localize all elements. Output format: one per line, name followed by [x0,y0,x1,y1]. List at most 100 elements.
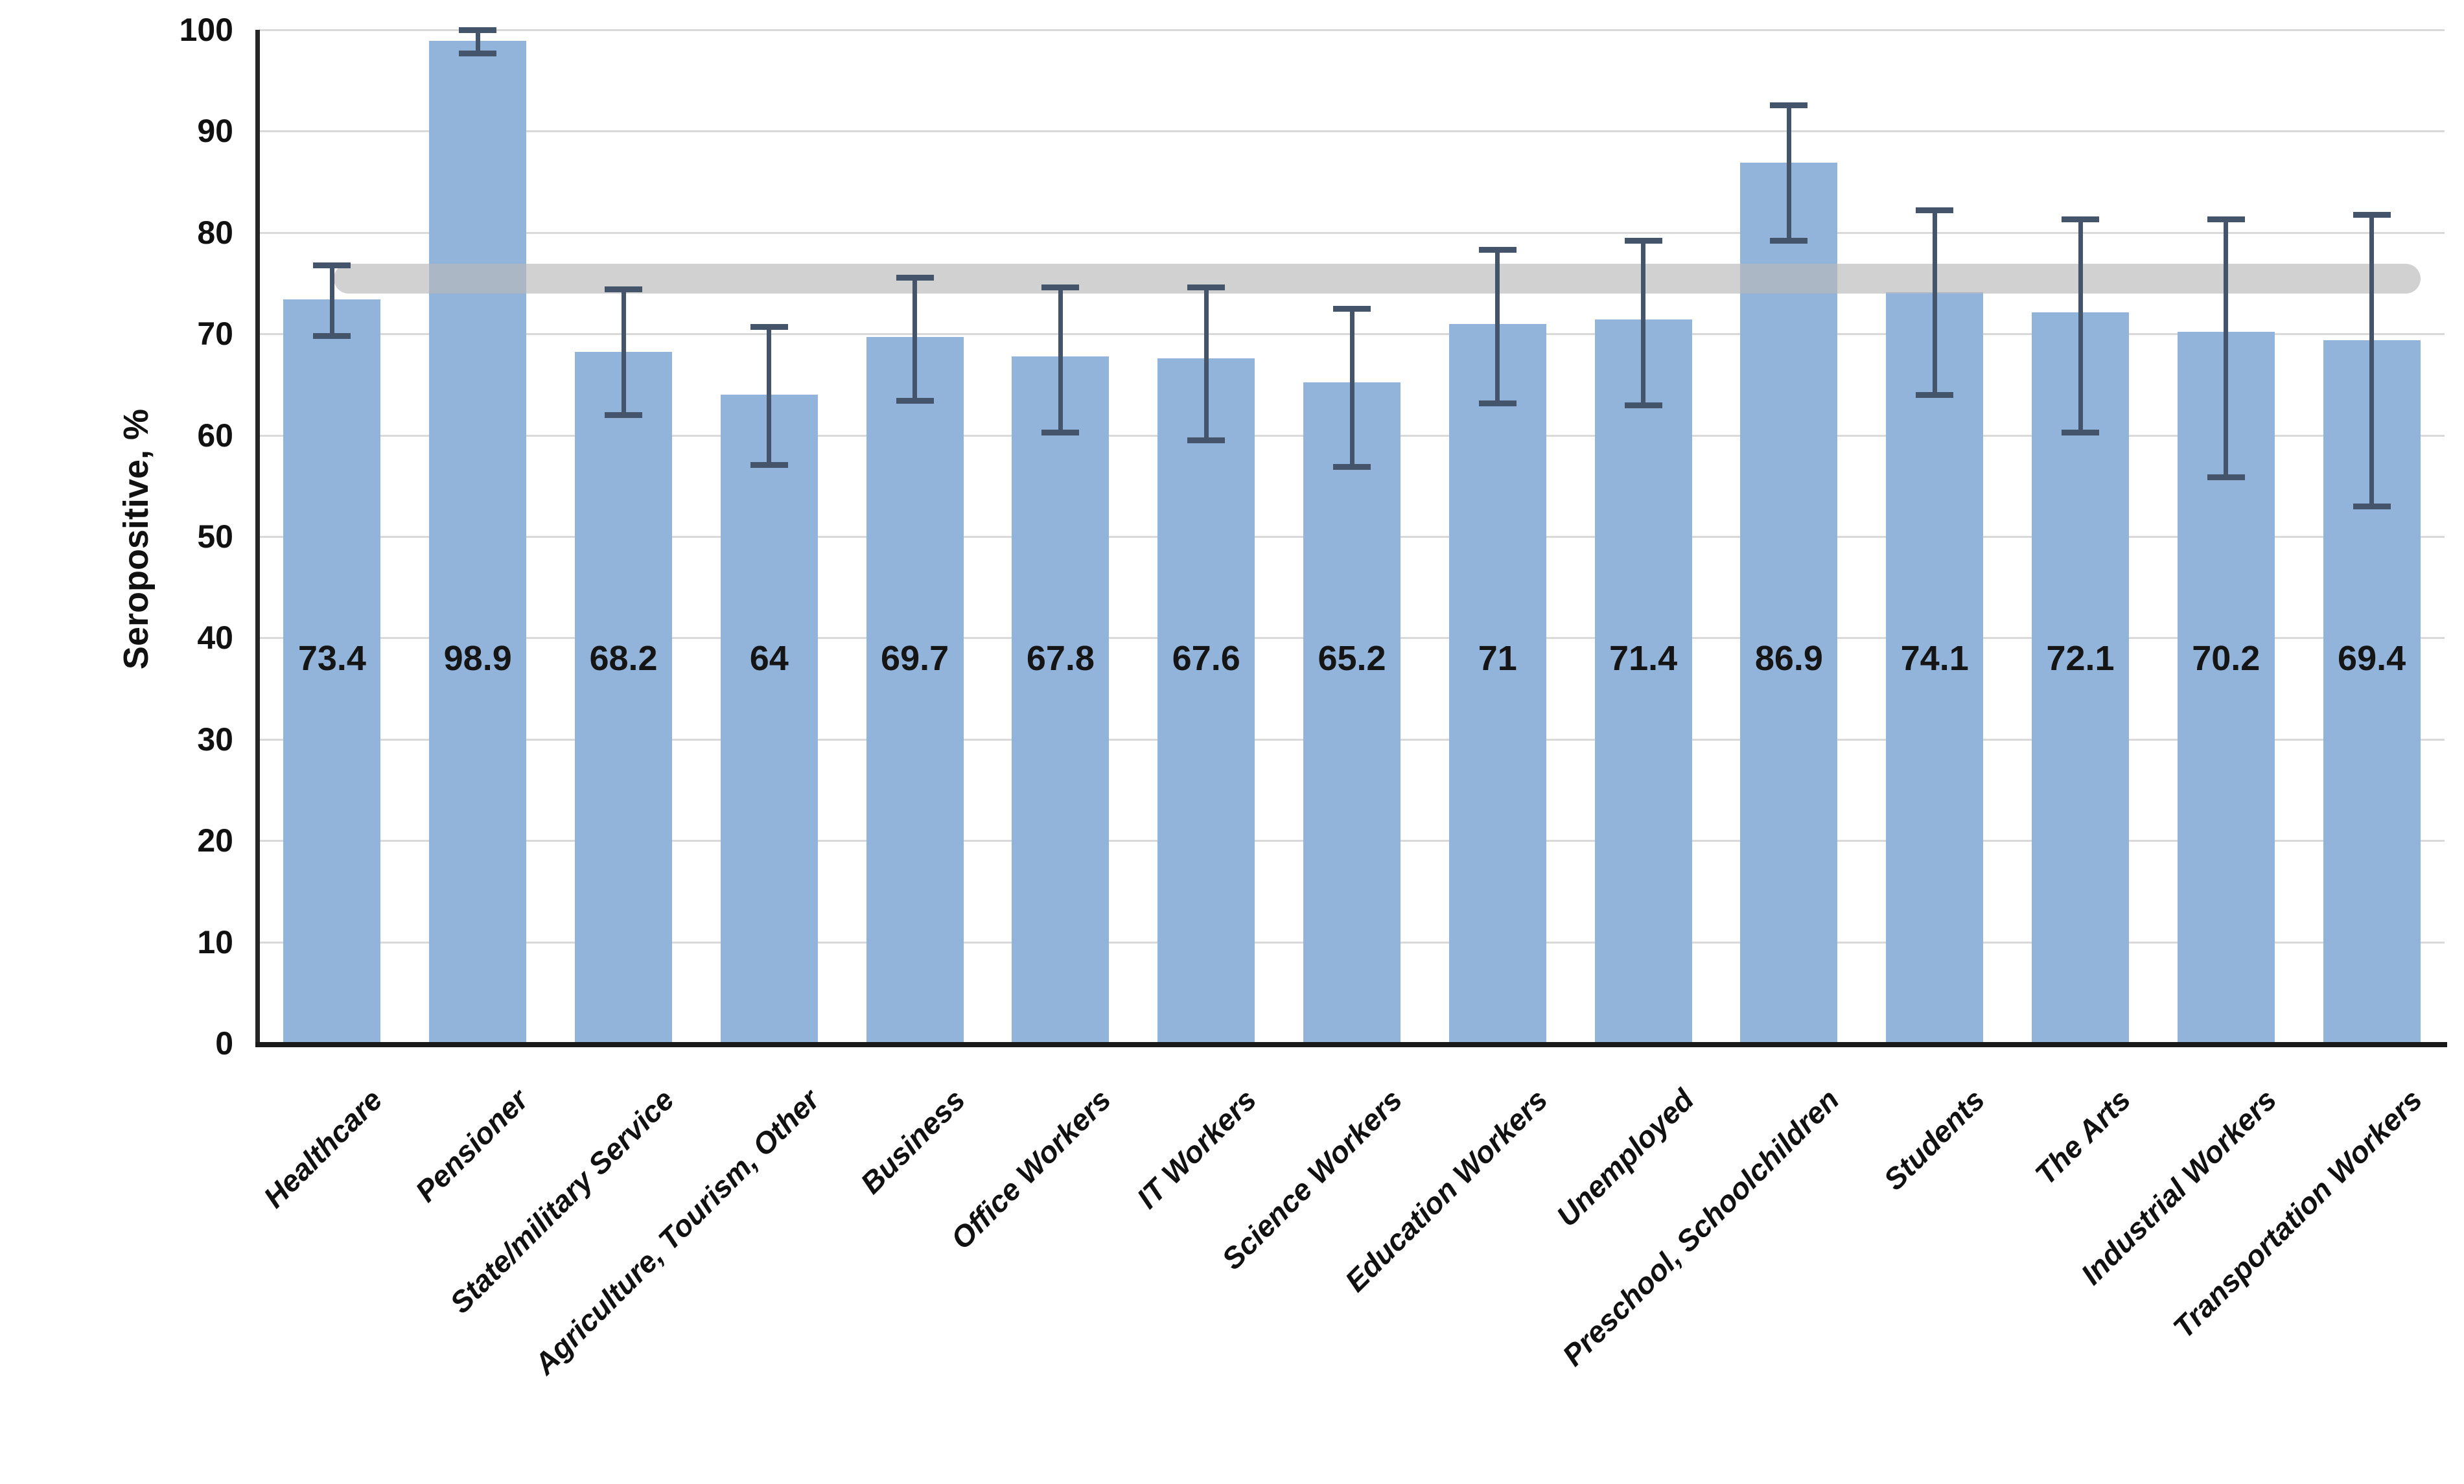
bar-value-label-10: 71.4 [1609,638,1678,678]
error-bar-line-9 [1495,249,1500,403]
error-bar-line-1 [329,264,334,336]
bar-3 [575,352,672,1043]
error-bar-cap-bottom-1 [313,333,351,340]
category-label-4: Agriculture, Tourism, Other [527,1082,826,1381]
gridline-90 [259,130,2445,133]
y-tick-label-90: 90 [197,113,233,150]
bar-5 [866,336,964,1043]
bar-value-label-3: 68.2 [589,638,658,678]
bar-7 [1157,358,1255,1043]
error-bar-cap-top-2 [459,27,497,33]
bar-8 [1303,382,1401,1043]
bar-value-label-14: 70.2 [2192,638,2261,678]
error-bar-line-6 [1058,287,1063,432]
error-bar-cap-top-10 [1624,238,1662,244]
x-axis-line [255,1042,2447,1047]
bar-value-label-4: 64 [749,638,789,678]
bar-value-label-2: 98.9 [443,638,512,678]
y-tick-label-80: 80 [197,214,233,251]
error-bar-cap-bottom-9 [1478,400,1517,406]
error-bar-cap-bottom-4 [750,461,788,468]
bar-6 [1012,356,1110,1043]
category-label-10: Unemployed [1550,1082,1700,1233]
error-bar-cap-bottom-8 [1333,464,1371,470]
category-label-1: Healthcare [257,1082,389,1214]
bar-value-label-13: 72.1 [2046,638,2115,678]
category-label-2: Pensioner [408,1082,535,1209]
category-label-5: Business [854,1082,971,1200]
error-bar-line-11 [1786,104,1791,241]
y-tick-label-60: 60 [197,417,233,454]
gridline-100 [259,29,2445,31]
error-bar-line-10 [1641,240,1646,405]
y-axis-line [255,30,260,1047]
y-tick-label-70: 70 [197,316,233,353]
error-bar-cap-bottom-11 [1770,238,1808,244]
bar-1 [283,299,381,1043]
error-bar-cap-bottom-7 [1187,437,1226,444]
error-bar-cap-top-9 [1478,247,1517,253]
category-label-15: Transportation Workers [2166,1082,2428,1345]
error-bar-line-4 [767,327,772,465]
error-bar-line-8 [1349,308,1354,467]
bar-value-label-8: 65.2 [1318,638,1386,678]
error-bar-cap-top-15 [2353,211,2391,218]
bar-value-label-11: 86.9 [1754,638,1823,678]
error-bar-cap-top-11 [1770,102,1808,108]
category-label-6: Office Workers [944,1082,1117,1256]
error-bar-cap-top-1 [313,262,351,268]
error-bar-cap-bottom-5 [896,398,934,404]
error-bar-cap-top-8 [1333,306,1371,312]
bar-value-label-5: 69.7 [881,638,949,678]
bar-value-label-15: 69.4 [2338,638,2406,678]
y-tick-label-30: 30 [197,721,233,758]
error-bar-line-5 [912,277,918,401]
category-label-11: Preschool, Schoolchildren [1555,1082,1846,1373]
error-bar-cap-bottom-12 [1916,392,1954,399]
y-tick-label-40: 40 [197,620,233,656]
error-bar-cap-top-14 [2207,216,2245,223]
error-bar-cap-top-6 [1041,284,1080,291]
error-bar-line-15 [2369,214,2375,507]
bar-value-label-9: 71 [1478,638,1517,678]
bar-value-label-12: 74.1 [1900,638,1969,678]
y-tick-label-50: 50 [197,518,233,555]
error-bar-line-7 [1203,287,1209,441]
error-bar-cap-top-5 [896,274,934,281]
y-tick-label-100: 100 [179,12,233,48]
category-label-7: IT Workers [1130,1082,1263,1215]
category-label-12: Students [1877,1082,1992,1197]
error-bar-cap-top-3 [605,286,642,293]
bar-11 [1740,162,1838,1043]
error-bar-cap-bottom-15 [2353,504,2391,510]
bar-value-label-6: 67.8 [1026,638,1095,678]
error-bar-cap-bottom-6 [1041,429,1080,435]
error-bar-cap-bottom-14 [2207,474,2245,480]
bar-9 [1448,323,1546,1043]
error-bar-cap-top-13 [2062,216,2099,223]
bar-value-label-7: 67.6 [1172,638,1240,678]
error-bar-cap-bottom-13 [2062,429,2099,435]
y-tick-label-10: 10 [197,923,233,960]
error-bar-cap-top-4 [750,324,788,330]
error-bar-line-2 [475,30,480,53]
error-bar-cap-bottom-10 [1624,402,1662,408]
error-bar-line-14 [2224,219,2229,477]
bar-value-label-1: 73.4 [297,638,366,678]
error-bar-line-13 [2078,219,2083,432]
error-bar-cap-top-12 [1916,207,1954,214]
bar-10 [1594,319,1692,1043]
error-bar-cap-top-7 [1187,284,1226,291]
bar-4 [720,395,818,1043]
error-bar-cap-bottom-3 [605,412,642,419]
y-tick-label-20: 20 [197,822,233,859]
error-bar-line-12 [1932,210,1937,395]
reference-band [334,264,2421,294]
bar-2 [429,41,527,1043]
bar-12 [1886,292,1984,1043]
error-bar-line-3 [621,289,626,415]
y-tick-label-0: 0 [215,1025,233,1061]
gridline-80 [259,231,2445,234]
category-label-13: The Arts [2028,1082,2137,1192]
